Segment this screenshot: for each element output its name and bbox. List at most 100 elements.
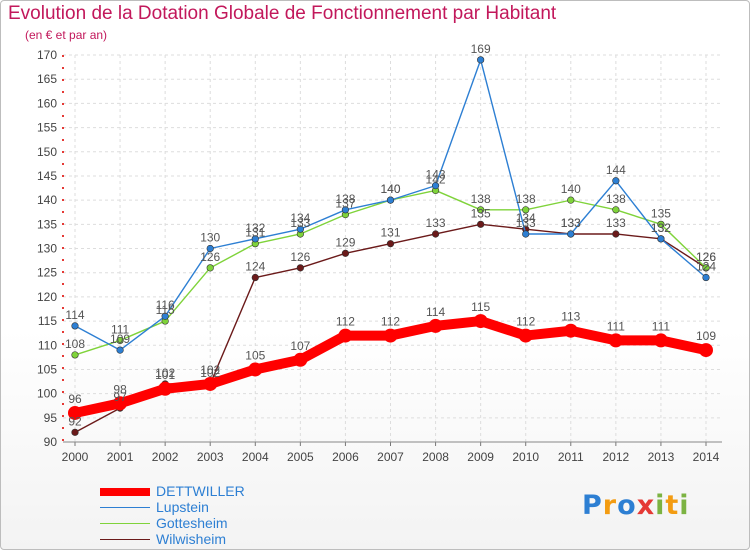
- data-point-dettwiller: [518, 328, 533, 343]
- data-label-dettwiller: 109: [696, 329, 716, 343]
- y-tick-label: 160: [37, 96, 57, 110]
- logo-letter: i: [655, 490, 666, 521]
- data-point-dettwiller: [293, 352, 308, 367]
- data-label-lupstein: 133: [516, 216, 536, 230]
- data-point-gottesheim: [71, 351, 79, 359]
- y-tick-label: 120: [37, 290, 57, 304]
- data-point-dettwiller: [68, 405, 82, 420]
- data-label-gottesheim: 140: [561, 182, 581, 196]
- data-point-dettwiller: [203, 376, 218, 391]
- data-label-wilwisheim: 133: [426, 216, 446, 230]
- data-point-gottesheim: [657, 220, 665, 228]
- data-label-wilwisheim: 97: [113, 390, 127, 404]
- x-tick-label: 2005: [287, 450, 314, 464]
- data-label-wilwisheim: 129: [335, 235, 355, 249]
- x-tick-label: 2014: [693, 450, 720, 464]
- data-point-lupstein: [386, 196, 395, 204]
- data-label-wilwisheim: 133: [606, 216, 626, 230]
- x-tick-label: 2013: [648, 450, 675, 464]
- data-point-lupstein: [477, 56, 485, 64]
- data-label-dettwiller: 112: [516, 315, 535, 329]
- data-label-lupstein: 116: [156, 298, 175, 312]
- y-tick-label: 90: [44, 435, 58, 449]
- axes: 90 95 100 105 110 115 120 125 130 135 140 145 150 155…: [37, 48, 722, 464]
- data-label-gottesheim: 111: [111, 322, 130, 336]
- x-tick-label: 2002: [152, 450, 179, 464]
- data-label-gottesheim: 108: [65, 337, 85, 351]
- data-label-dettwiller: 105: [245, 348, 265, 362]
- data-label-gottesheim: 140: [380, 182, 400, 196]
- data-label-lupstein: 144: [606, 163, 626, 177]
- logo-letter: x: [636, 490, 656, 521]
- data-label-lupstein: 130: [200, 231, 220, 245]
- data-point-wilwisheim: [341, 249, 350, 257]
- data-point-dettwiller: [113, 396, 128, 411]
- data-point-lupstein: [251, 235, 259, 243]
- data-label-dettwiller: 114: [426, 305, 445, 319]
- data-point-lupstein: [657, 235, 665, 243]
- data-point-lupstein: [567, 230, 575, 238]
- logo-letter: o: [617, 490, 637, 521]
- x-tick-label: 2011: [558, 450, 584, 464]
- legend-label: Wilwisheim: [156, 531, 226, 547]
- data-point-lupstein: [341, 206, 350, 214]
- y-tick-label: 95: [44, 411, 58, 425]
- data-label-lupstein: 109: [110, 332, 130, 346]
- y-tick-label: 140: [37, 193, 57, 207]
- data-label-dettwiller: 113: [561, 310, 580, 324]
- data-point-dettwiller: [158, 381, 173, 396]
- data-point-wilwisheim: [477, 220, 485, 228]
- data-label-dettwiller: 111: [652, 319, 671, 333]
- data-label-dettwiller: 96: [68, 392, 82, 406]
- data-point-dettwiller: [699, 343, 713, 358]
- data-label-gottesheim: 142: [426, 172, 446, 186]
- series: [68, 56, 713, 436]
- data-label-wilwisheim: 92: [68, 414, 82, 428]
- legend-label: DETTWILLER: [156, 483, 245, 499]
- data-point-dettwiller: [608, 333, 623, 348]
- data-label-dettwiller: 112: [336, 315, 355, 329]
- data-label-wilwisheim: 124: [245, 260, 265, 274]
- data-label-wilwisheim: 131: [380, 226, 400, 240]
- y-tick-label: 150: [37, 145, 57, 159]
- y-tick-label: 155: [37, 121, 57, 135]
- data-label-gottesheim: 138: [516, 192, 536, 206]
- data-label-wilwisheim: 133: [561, 216, 581, 230]
- data-point-lupstein: [161, 312, 169, 320]
- data-label-lupstein: 140: [380, 182, 400, 196]
- y-tick-label: 115: [38, 314, 57, 328]
- data-label-gottesheim: 115: [156, 303, 175, 317]
- data-label-gottesheim: 126: [696, 250, 716, 264]
- data-point-dettwiller: [383, 328, 398, 343]
- data-label-wilwisheim: 126: [290, 250, 310, 264]
- data-point-wilwisheim: [251, 273, 259, 282]
- legend-swatch: [100, 488, 150, 496]
- data-label-dettwiller: 111: [607, 319, 626, 333]
- legend-label: Lupstein: [156, 499, 209, 515]
- y-tick-label: 125: [37, 266, 57, 280]
- data-label-wilwisheim: 102: [200, 366, 220, 380]
- legend-swatch: [100, 507, 150, 508]
- data-point-gottesheim: [702, 264, 710, 272]
- data-point-lupstein: [71, 322, 79, 330]
- data-point-gottesheim: [612, 206, 620, 214]
- data-point-gottesheim: [116, 336, 124, 345]
- data-label-gottesheim: 131: [245, 226, 265, 240]
- x-tick-label: 2004: [242, 450, 269, 464]
- grid: [63, 54, 722, 443]
- data-label-dettwiller: 98: [113, 382, 127, 396]
- data-point-lupstein: [116, 346, 124, 354]
- chart-title: Evolution de la Dotation Globale de Fonc…: [8, 3, 557, 24]
- x-tick-label: 2000: [62, 450, 89, 464]
- data-label-gottesheim: 138: [471, 192, 491, 206]
- data-label-gottesheim: 133: [290, 216, 310, 230]
- proxiti-logo: Proxiti: [582, 490, 690, 521]
- data-point-dettwiller: [428, 318, 443, 333]
- data-label-gottesheim: 135: [651, 206, 671, 220]
- data-label-dettwiller: 115: [471, 300, 490, 314]
- data-point-lupstein: [431, 182, 440, 190]
- data-point-dettwiller: [563, 323, 578, 338]
